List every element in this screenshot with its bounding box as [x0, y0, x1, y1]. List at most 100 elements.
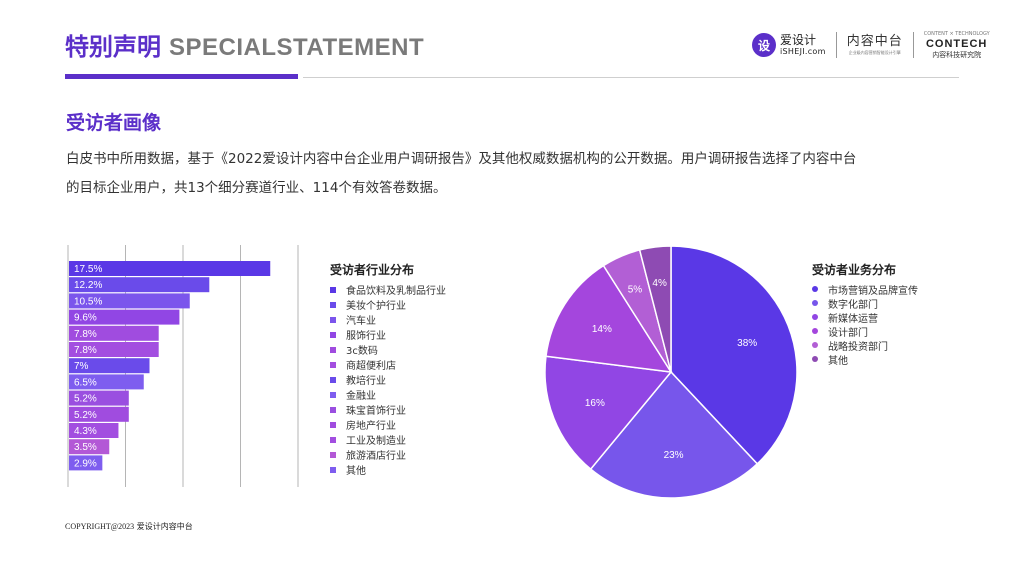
bar [69, 261, 271, 276]
legend-label: 3c数码 [346, 346, 378, 357]
intro-line-2: 的目标企业用户，共13个细分赛道行业、114个有效答卷数据。 [66, 180, 447, 196]
isheji-logo-domain: iSHEJI.com [780, 47, 826, 56]
pie-slice-label: 23% [664, 450, 684, 461]
bar-value-label: 17.5% [74, 264, 102, 275]
legend-swatch [330, 466, 336, 473]
industry-chart-title: 受访者行业分布 [330, 263, 415, 277]
page-title-en: SPECIALSTATEMENT [169, 34, 425, 61]
isheji-logo: 设 爱设计 iSHEJI.com [752, 33, 826, 57]
logo-separator [835, 32, 837, 58]
pie-slice [544, 355, 673, 471]
legend-swatch [330, 421, 336, 428]
legend-label: 战略投资部门 [828, 341, 888, 353]
business-chart-title: 受访者业务分布 [812, 263, 897, 277]
pie-slice [670, 245, 798, 465]
legend-label: 美妆个护行业 [346, 301, 406, 312]
legend-item: 房地产行业 [330, 417, 446, 432]
legend-swatch [330, 391, 336, 398]
bar [69, 374, 144, 390]
bar [69, 293, 190, 309]
title-divider [303, 77, 959, 78]
pie-slice [589, 370, 759, 499]
content-platform-logo-name: 内容中台 [846, 34, 903, 49]
legend-label: 旅游酒店行业 [346, 451, 406, 462]
intro-paragraph: 白皮书中所用数据，基于《2022爱设计内容中台企业用户调研报告》及其他权威数据机… [66, 145, 966, 203]
legend-label: 珠宝首饰行业 [346, 406, 406, 417]
contech-logo-sub: 内容科技研究院 [932, 50, 982, 59]
pie-slice [638, 245, 672, 373]
pie-slice-label: 38% [737, 338, 757, 349]
legend-swatch [330, 286, 336, 293]
pie-slice-label: 14% [592, 324, 612, 335]
legend-label: 房地产行业 [346, 421, 396, 432]
intro-line-1: 白皮书中所用数据，基于《2022爱设计内容中台企业用户调研报告》及其他权威数据机… [66, 151, 857, 167]
legend-item: 食品饮料及乳制品行业 [330, 282, 446, 297]
legend-label: 工业及制造业 [346, 436, 406, 447]
legend-label: 食品饮料及乳制品行业 [346, 286, 446, 297]
legend-item: 珠宝首饰行业 [330, 402, 446, 417]
bar [69, 406, 129, 422]
isheji-logo-icon: 设 [752, 33, 776, 57]
legend-swatch [812, 356, 818, 362]
legend-item: 3c数码 [330, 342, 446, 357]
bar-value-label: 2.9% [74, 458, 97, 469]
title-accent-rule [65, 74, 298, 79]
bar-value-label: 4.3% [74, 426, 97, 437]
page-title-cn: 特别声明 [65, 33, 161, 61]
logo-separator-2 [912, 32, 914, 58]
bar [69, 455, 103, 471]
content-platform-logo: 内容中台 企业级内容营销智能设计引擎 [847, 35, 903, 55]
bar-value-label: 3.5% [74, 442, 97, 453]
legend-item: 汽车业 [330, 312, 446, 327]
legend-label: 商超便利店 [346, 361, 396, 372]
bar-value-label: 5.2% [74, 410, 97, 421]
bar [69, 423, 119, 438]
legend-item: 其他 [330, 462, 446, 477]
legend-swatch [330, 361, 336, 368]
legend-label: 服饰行业 [346, 331, 386, 342]
legend-label: 市场营销及品牌宣传 [828, 285, 918, 297]
legend-item: 金融业 [330, 387, 446, 402]
legend-label: 其他 [828, 355, 848, 367]
isheji-logo-name: 爱设计 [780, 33, 817, 47]
footer-brand: 爱设计内容中台 [136, 522, 193, 531]
pie-slice-label: 16% [585, 398, 605, 409]
legend-swatch [330, 316, 336, 323]
page-title: 特别声明 SPECIALSTATEMENT [65, 27, 424, 61]
legend-swatch [330, 346, 336, 353]
bar [69, 325, 159, 341]
legend-item: 服饰行业 [330, 327, 446, 342]
bar [69, 277, 210, 293]
legend-label: 其他 [346, 466, 366, 477]
legend-label: 新媒体运营 [828, 313, 878, 325]
bar-value-label: 7.8% [74, 345, 97, 356]
bar-value-label: 7.8% [74, 329, 97, 340]
legend-swatch [812, 286, 818, 292]
bar [69, 342, 159, 357]
legend-item: 教培行业 [330, 372, 446, 387]
bar [69, 309, 180, 325]
legend-label: 汽车业 [346, 316, 376, 327]
bar-value-label: 12.2% [74, 280, 102, 291]
bar [69, 358, 150, 374]
legend-label: 设计部门 [828, 327, 868, 339]
section-title: 受访者画像 [66, 112, 162, 134]
bar-value-label: 7% [74, 361, 89, 372]
legend-swatch [330, 406, 336, 413]
bar-value-label: 10.5% [74, 296, 102, 307]
bar-value-label: 5.2% [74, 394, 97, 405]
contech-logo-tagline: CONTENT × TECHNOLOGY [923, 30, 990, 37]
bar [69, 390, 129, 406]
footer: COPYRIGHT@2023 爱设计内容中台 [65, 521, 193, 532]
contech-logo: CONTENT × TECHNOLOGY CONTECH 内容科技研究院 [923, 30, 990, 59]
industry-legend: 受访者行业分布 食品饮料及乳制品行业 美妆个护行业 汽车业服饰行业 3c数码商超便利店… [330, 261, 446, 477]
pie-slice-label: 4% [652, 278, 667, 289]
legend-item: 市场营销及品牌宣传 [812, 282, 918, 297]
legend-item: 战略投资部门 [812, 338, 918, 353]
legend-swatch [330, 451, 336, 458]
industry-bar-chart: 17.5% 12.2% 10.5% 9.6% 7.8% 7.8% 7% 6.5% 5.2% 5.2… [67, 245, 299, 487]
footer-copyright: COPYRIGHT@2023 [65, 522, 135, 531]
legend-item: 商超便利店 [330, 357, 446, 372]
business-legend: 受访者业务分布 市场营销及品牌宣传 数字化部门 新媒体运营 设计部门 战略投资部门 其他 [812, 261, 918, 367]
legend-label: 教培行业 [346, 376, 386, 387]
